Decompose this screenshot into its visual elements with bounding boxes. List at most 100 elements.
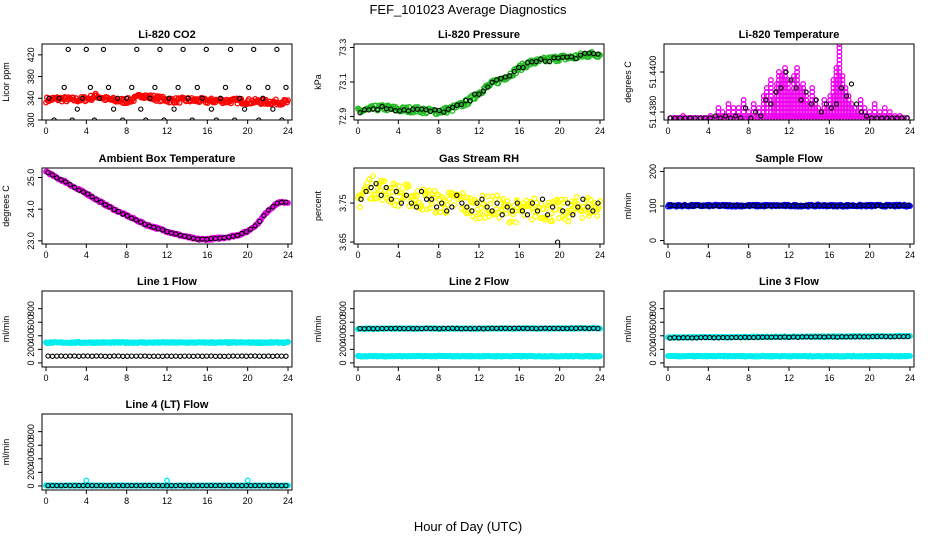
data-point [732,113,739,119]
data-point [514,200,520,206]
data-point [87,84,94,91]
data-point [285,339,291,345]
data-point [393,197,400,204]
data-point [538,200,545,207]
data-point [464,204,470,210]
average-point [49,353,56,359]
average-point [248,353,254,359]
x-tick-label: 16 [824,250,834,260]
data-point [573,194,580,200]
data-point [69,117,75,120]
data-point [672,115,678,120]
average-point [173,353,179,359]
x-tick-label: 0 [43,373,48,383]
data-point [373,195,380,202]
average-point [234,232,241,239]
series-1-min-spikes [43,477,251,489]
data-point [528,216,535,223]
data-point [227,46,234,53]
x-tick-label: 20 [243,373,253,383]
data-point [381,178,388,185]
x-tick-label: 4 [396,126,401,136]
x-tick-label: 24 [283,373,293,383]
data-point [100,46,107,53]
data-point [414,187,421,194]
average-point [467,98,473,104]
x-tick-label: 0 [355,126,360,136]
data-point [838,85,845,91]
data-point [499,195,506,202]
data-point [213,117,220,120]
y-tick-label: 400 [648,328,658,343]
y-tick-label: 400 [26,451,36,466]
average-point [71,184,78,191]
average-point [168,353,175,359]
y-tick-label: 300 [26,112,36,127]
average-point [212,353,219,359]
data-point [529,200,536,206]
data-point [587,196,594,203]
data-point [861,105,868,111]
data-point [788,89,794,95]
average-point [98,353,104,359]
data-point [524,212,531,218]
panel-title: Line 2 Flow [449,276,509,288]
average-point [480,88,487,94]
data-point [368,184,374,191]
data-point [443,209,450,216]
x-tick-label: 24 [283,250,293,260]
panel-title: Sample Flow [755,153,823,165]
average-point [243,353,249,359]
data-point [742,105,749,111]
data-point [554,239,561,244]
data-point [594,212,601,219]
series-averages [357,50,601,116]
average-point [274,353,280,359]
data-point [203,46,209,53]
data-point [828,105,835,111]
data-point [512,219,519,226]
data-point [393,188,399,195]
plot-data [355,324,603,360]
average-point [485,84,491,90]
average-point [137,353,144,359]
average-point [243,229,249,235]
data-point [83,477,90,484]
data-point [687,115,693,120]
x-tick-label: 8 [124,373,129,383]
y-tick-label: 3.75 [338,194,348,212]
data-point [251,46,257,53]
data-point [435,191,442,198]
average-point [190,353,197,359]
x-tick-label: 12 [474,373,484,383]
x-tick-label: 16 [514,373,524,383]
data-point [722,113,729,119]
x-tick-label: 16 [514,126,524,136]
x-tick-label: 8 [746,373,751,383]
data-point [692,115,698,120]
average-point [177,353,183,359]
data-point [727,115,734,120]
average-point [120,211,126,217]
average-point [493,77,500,83]
average-point [489,79,495,86]
average-point [568,54,575,60]
data-point [597,353,603,360]
y-axis-label: degrees C [1,185,11,227]
data-point [408,200,415,206]
data-point [907,333,913,340]
data-point [674,115,680,120]
average-point [199,353,205,359]
x-tick-label: 24 [905,126,915,136]
data-point [768,101,774,107]
x-tick-label: 24 [283,126,293,136]
panel-title: Line 3 Flow [759,276,819,288]
x-tick-label: 20 [243,250,253,260]
data-point [839,73,846,79]
data-point [725,101,732,107]
x-tick-label: 8 [436,250,441,260]
data-point [715,105,722,111]
panel-1: Li-820 Pressure kPa 0 4 8 12 16 20 24 72.9 73.1 73.… [313,29,605,136]
data-point [379,196,386,203]
data-point [114,95,121,101]
